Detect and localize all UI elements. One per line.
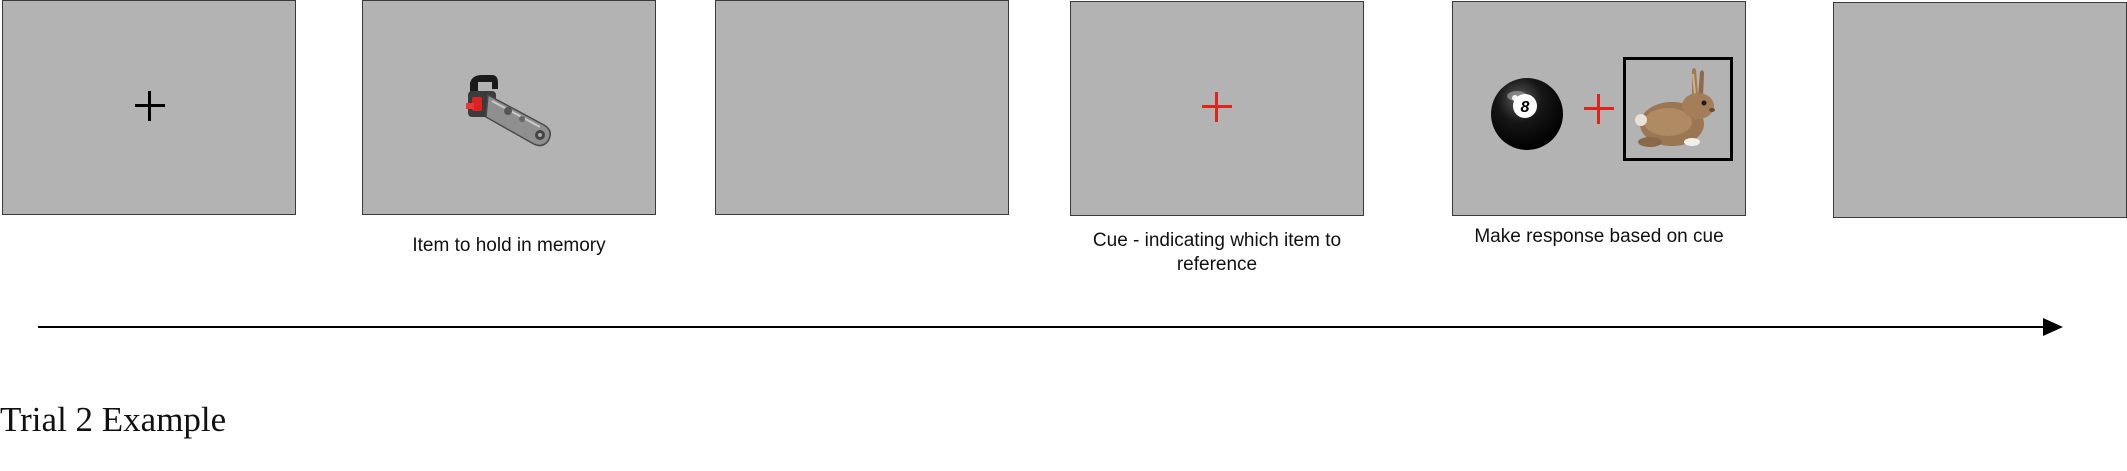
target-selection-box — [1623, 57, 1733, 161]
red-fixation-cross-icon-response — [1584, 94, 1614, 124]
frame-blank-delay — [715, 0, 1009, 215]
caption-memory-item: Item to hold in memory — [412, 235, 606, 256]
caption-response: Make response based on cue — [1474, 226, 1724, 247]
frame-blank-end — [1833, 2, 2127, 218]
frame-fixation — [2, 0, 296, 215]
caption-cue: Cue - indicating which item to reference — [1060, 229, 1374, 277]
frame-cue — [1070, 1, 1364, 216]
frame-memory-item — [362, 0, 656, 215]
caption-cue-line1: Cue - indicating which item to — [1092, 230, 1342, 251]
frame-response: 8 — [1452, 1, 1746, 216]
eight-ball-icon: 8 — [1491, 78, 1563, 150]
red-fixation-cross-icon — [1202, 92, 1232, 122]
chainsaw-icon — [466, 75, 551, 147]
rabbit-icon — [1635, 68, 1715, 147]
trial-title: Trial 2 Example — [0, 400, 227, 439]
svg-text:8: 8 — [1521, 99, 1530, 116]
fixation-cross-icon — [135, 91, 165, 121]
timeline-arrow-icon — [38, 318, 2063, 336]
caption-cue-line2: reference — [1176, 254, 1258, 275]
